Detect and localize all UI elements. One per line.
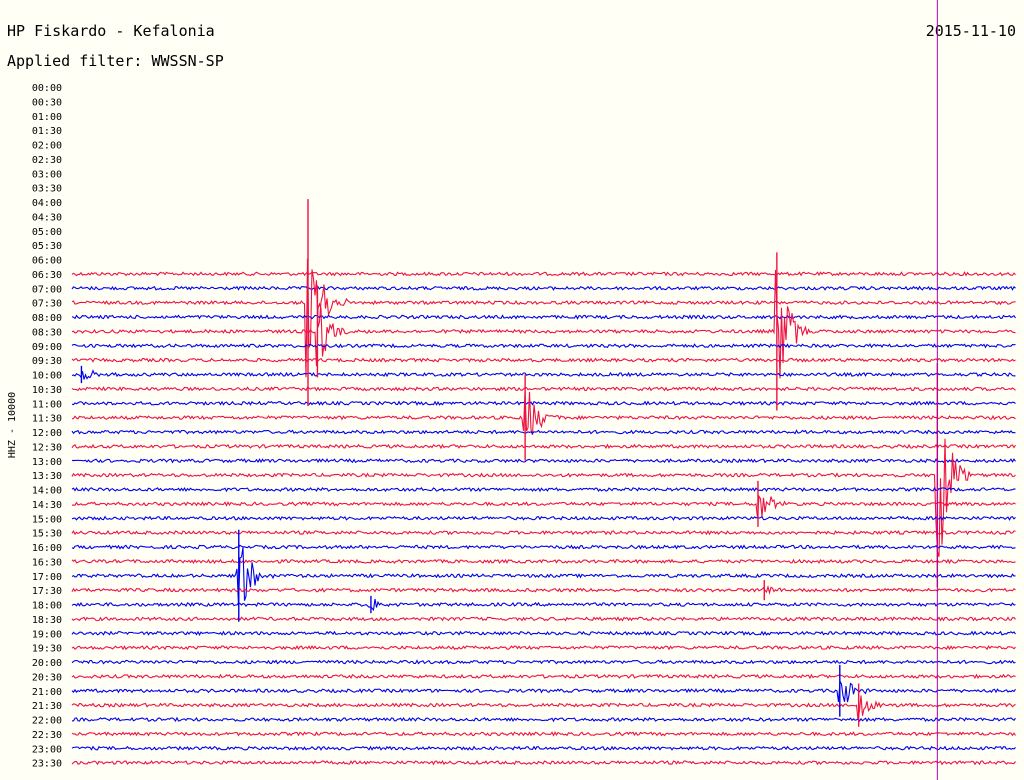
trace-row	[71, 645, 1016, 651]
time-tick-label: 18:30	[32, 615, 62, 626]
time-tick-label: 07:30	[32, 299, 62, 310]
time-tick-label: 07:00	[32, 284, 62, 295]
trace-row	[71, 584, 1016, 595]
trace-row	[71, 429, 1016, 435]
time-tick-label: 03:00	[32, 169, 62, 180]
time-tick-label: 23:00	[32, 744, 62, 755]
time-tick-label: 11:30	[32, 414, 62, 425]
trace-row	[71, 271, 1016, 277]
trace-row	[71, 400, 1016, 406]
trace-row	[71, 659, 1016, 665]
trace-row	[71, 731, 1016, 737]
time-tick-label: 12:00	[32, 428, 62, 439]
time-tick-label: 01:00	[32, 112, 62, 123]
trace-row	[71, 598, 1016, 612]
trace-row	[71, 458, 1016, 464]
trace-row	[71, 547, 1016, 606]
time-tick-label: 20:30	[32, 672, 62, 683]
trace-row	[71, 357, 1016, 363]
time-tick-label: 19:00	[32, 629, 62, 640]
time-tick-label: 10:30	[32, 385, 62, 396]
time-tick-label: 22:30	[32, 730, 62, 741]
time-tick-labels: 00:00 00:30 01:00 01:30 02:00 02:30 03:00 03:30…	[32, 83, 62, 770]
trace-row	[71, 494, 1016, 519]
station-title: HP Fiskardo - Kefalonia	[7, 22, 215, 40]
time-tick-label: 21:00	[32, 687, 62, 698]
trace-row	[71, 616, 1016, 622]
trace-row	[71, 314, 1016, 320]
time-tick-label: 16:30	[32, 557, 62, 568]
time-tick-label: 03:30	[32, 184, 62, 195]
trace-row	[71, 630, 1016, 636]
time-tick-label: 09:30	[32, 356, 62, 367]
time-tick-label: 23:30	[32, 759, 62, 770]
trace-row	[71, 443, 1016, 450]
trace-row	[71, 285, 1016, 291]
trace-row	[71, 529, 1016, 536]
time-tick-label: 08:00	[32, 313, 62, 324]
trace-row	[71, 745, 1016, 751]
time-tick-label: 12:30	[32, 442, 62, 453]
time-tick-label: 04:00	[32, 198, 62, 209]
trace-row	[71, 544, 1016, 550]
time-tick-label: 02:00	[32, 141, 62, 152]
time-tick-label: 05:00	[32, 227, 62, 238]
time-tick-label: 06:00	[32, 256, 62, 267]
time-tick-label: 08:30	[32, 327, 62, 338]
time-tick-label: 18:00	[32, 601, 62, 612]
time-tick-label: 17:30	[32, 586, 62, 597]
trace-row	[71, 343, 1016, 349]
trace-row	[71, 269, 1016, 379]
time-tick-label: 10:00	[32, 371, 62, 382]
time-tick-label: 20:00	[32, 658, 62, 669]
trace-row	[71, 673, 1016, 680]
time-tick-label: 21:30	[32, 701, 62, 712]
trace-row	[71, 390, 1016, 436]
time-tick-label: 13:00	[32, 457, 62, 468]
trace-row	[71, 515, 1016, 521]
time-tick-label: 14:30	[32, 500, 62, 511]
date-label: 2015-11-10	[926, 22, 1016, 40]
time-tick-label: 15:30	[32, 529, 62, 540]
time-tick-label: 06:30	[32, 270, 62, 281]
time-tick-label: 00:30	[32, 97, 62, 108]
time-tick-label: 01:30	[32, 126, 62, 137]
time-tick-label: 04:30	[32, 212, 62, 223]
time-tick-label: 05:30	[32, 241, 62, 252]
time-tick-label: 13:30	[32, 471, 62, 482]
time-tick-label: 02:30	[32, 155, 62, 166]
seismic-traces	[71, 199, 1016, 766]
trace-row	[71, 386, 1016, 392]
time-tick-label: 09:00	[32, 342, 62, 353]
filter-subtitle: Applied filter: WWSSN-SP	[7, 52, 224, 70]
trace-row	[71, 558, 1016, 565]
trace-row	[71, 369, 1016, 380]
trace-row	[71, 438, 1016, 557]
time-tick-label: 16:00	[32, 543, 62, 554]
time-tick-label: 15:00	[32, 514, 62, 525]
time-tick-label: 22:00	[32, 716, 62, 727]
trace-row	[71, 486, 1016, 493]
y-axis-label: HHZ - 10000	[7, 392, 18, 458]
trace-row	[71, 258, 1016, 378]
time-tick-label: 14:00	[32, 486, 62, 497]
trace-row	[71, 760, 1016, 766]
time-tick-label: 00:00	[32, 83, 62, 94]
time-tick-label: 17:00	[32, 572, 62, 583]
time-tick-label: 11:00	[32, 399, 62, 410]
time-tick-label: 19:30	[32, 644, 62, 655]
